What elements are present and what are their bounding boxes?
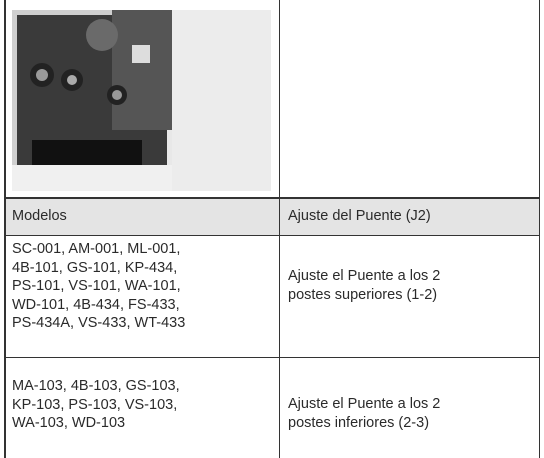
header-cell: Modelos <box>12 208 67 224</box>
border-row <box>4 235 540 236</box>
border-mid <box>279 0 280 458</box>
text-line: 4B-101, GS-101, KP-434, <box>12 259 178 276</box>
text-line: WD-101, 4B-434, FS-433, <box>12 296 180 313</box>
board-photo <box>12 10 271 191</box>
header-bg <box>5 198 540 235</box>
text-line: postes superiores (1-2) <box>288 286 438 303</box>
models-cell: MA-103, 4B-103, GS-103, KP-103, PS-103, V… <box>12 377 180 433</box>
text-line: postes inferiores (2-3) <box>288 414 430 431</box>
header-cell: Ajuste del Puente (J2) <box>288 208 431 224</box>
text-line: Ajuste el Puente a los 2 <box>288 268 441 284</box>
text-line: KP-103, PS-103, VS-103, <box>12 396 178 413</box>
setting-cell: Ajuste el Puente a los 2 postes superiore… <box>288 267 440 304</box>
border-row <box>4 197 540 199</box>
text-line: WA-103, WD-103 <box>12 415 126 431</box>
border-right <box>539 0 540 458</box>
text-line: MA-103, 4B-103, GS-103, <box>12 378 180 394</box>
border-left <box>4 0 6 458</box>
text-line: PS-101, VS-101, WA-101, <box>12 278 181 294</box>
border-row <box>4 357 540 358</box>
text-line: Ajuste el Puente a los 2 <box>288 396 441 412</box>
text-line: SC-001, AM-001, ML-001, <box>12 241 181 257</box>
setting-cell: Ajuste el Puente a los 2 postes inferiore… <box>288 395 440 432</box>
text-line: PS-434A, VS-433, WT-433 <box>12 315 186 331</box>
models-cell: SC-001, AM-001, ML-001, 4B-101, GS-101, K… <box>12 240 185 333</box>
